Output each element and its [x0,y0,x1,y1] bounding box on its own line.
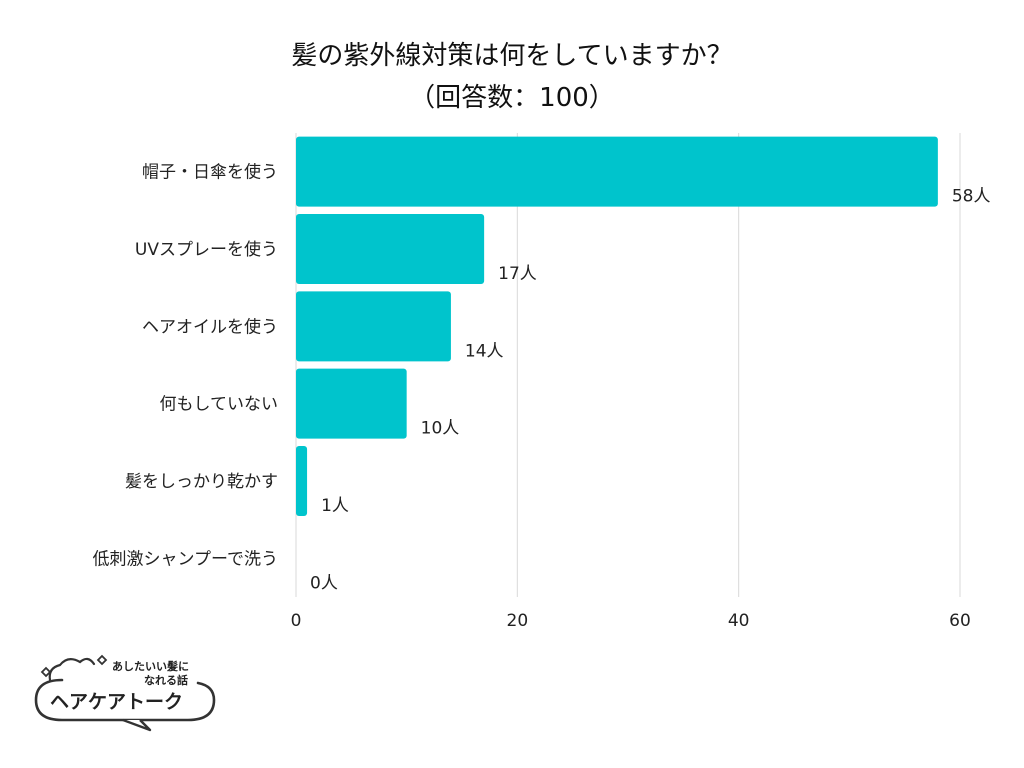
x-tick-label: 20 [507,611,529,631]
bar [296,136,938,207]
data-label: 14人 [465,341,504,361]
bars [296,136,938,516]
data-label: 10人 [421,419,460,439]
bar [296,214,485,284]
category-label: ヘアオイルを使う [142,316,278,337]
x-tick-label: 60 [949,611,971,631]
hair-care-talk-logo: あしたいい髪に なれる話 ヘアケアトーク [34,654,216,732]
data-label: 0人 [310,573,338,593]
bar [296,291,451,362]
x-tick-label: 0 [291,611,302,631]
logo-tagline-1: あしたいい髪に [112,659,189,673]
data-label: 17人 [498,264,537,284]
logo-name: ヘアケアトーク [50,691,183,713]
chart-title-line-1: 髪の紫外線対策は何をしていますか？ [291,41,733,71]
category-label: 髪をしっかり乾かす [125,472,278,492]
data-label: 1人 [321,496,349,516]
chart-title-line-2: （回答数：100） [409,83,615,113]
category-label: 何もしていない [160,395,279,415]
data-label: 58人 [952,187,991,207]
logo-tagline-2: なれる話 [144,673,188,687]
category-label: 低刺激シャンプーで洗う [93,549,278,569]
x-tick-label: 40 [728,611,750,631]
bar [296,446,308,516]
category-label: 帽子・日傘を使う [142,162,278,183]
bar [296,368,407,439]
gridlines [295,133,961,597]
category-label: UVスプレーを使う [135,239,278,260]
